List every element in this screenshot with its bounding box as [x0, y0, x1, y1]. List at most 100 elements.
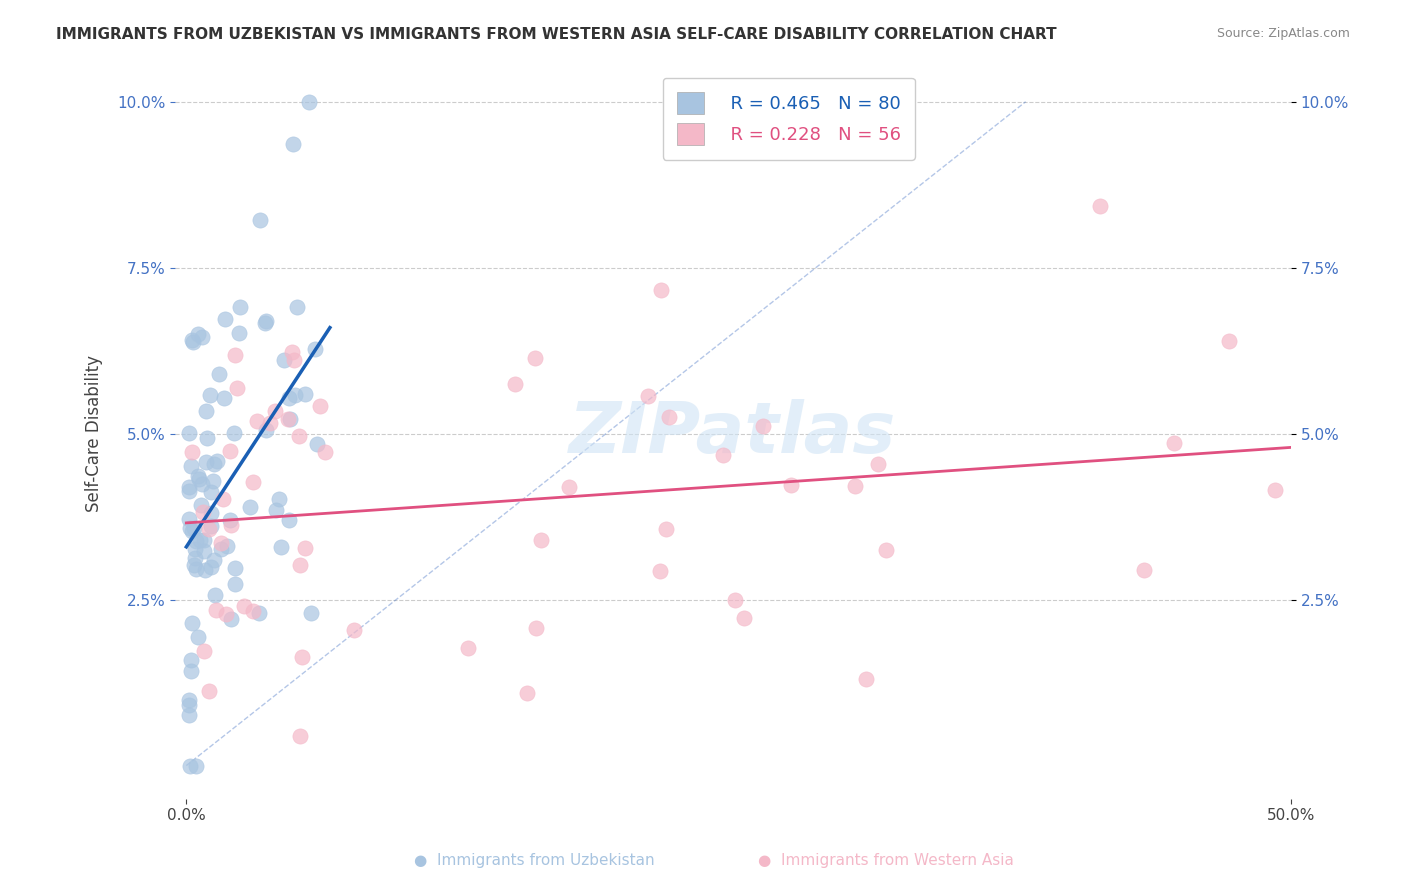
Point	[733, 611, 755, 625]
Point	[288, 558, 311, 572]
Point	[219, 513, 242, 527]
Point	[180, 445, 202, 459]
Point	[195, 404, 218, 418]
Point	[181, 334, 204, 349]
Point	[193, 544, 215, 558]
Point	[291, 649, 314, 664]
Point	[219, 518, 242, 533]
Point	[294, 387, 316, 401]
Text: ●  Immigrants from Uzbekistan: ● Immigrants from Uzbekistan	[413, 854, 655, 868]
Point	[209, 541, 232, 556]
Point	[309, 399, 332, 413]
Point	[204, 552, 226, 566]
Point	[287, 429, 309, 443]
Point	[191, 330, 214, 344]
Point	[343, 623, 366, 637]
Point	[658, 409, 681, 424]
Point	[650, 283, 672, 297]
Point	[1163, 436, 1185, 450]
Point	[264, 404, 287, 418]
Point	[298, 95, 321, 109]
Point	[239, 500, 262, 515]
Point	[256, 423, 278, 437]
Point	[650, 564, 672, 578]
Point	[214, 312, 236, 326]
Point	[181, 615, 204, 630]
Point	[224, 561, 246, 575]
Text: ●  Immigrants from Western Asia: ● Immigrants from Western Asia	[758, 854, 1014, 868]
Point	[516, 686, 538, 700]
Point	[278, 411, 301, 425]
Point	[179, 521, 201, 535]
Point	[198, 388, 221, 402]
Point	[246, 414, 269, 428]
Point	[530, 533, 553, 547]
Point	[183, 521, 205, 535]
Point	[314, 445, 336, 459]
Point	[190, 476, 212, 491]
Point	[195, 432, 218, 446]
Point	[208, 368, 231, 382]
Point	[524, 621, 547, 635]
Point	[177, 512, 200, 526]
Point	[205, 603, 228, 617]
Point	[193, 644, 215, 658]
Point	[200, 506, 222, 520]
Point	[177, 692, 200, 706]
Legend:   R = 0.465   N = 80,   R = 0.228   N = 56: R = 0.465 N = 80, R = 0.228 N = 56	[662, 78, 915, 160]
Point	[247, 607, 270, 621]
Point	[194, 455, 217, 469]
Point	[212, 492, 235, 507]
Point	[215, 607, 238, 621]
Point	[180, 458, 202, 473]
Point	[187, 472, 209, 486]
Point	[277, 412, 299, 426]
Point	[179, 708, 201, 723]
Point	[254, 314, 277, 328]
Y-axis label: Self-Care Disability: Self-Care Disability	[86, 355, 103, 512]
Point	[224, 348, 246, 362]
Point	[226, 381, 249, 395]
Point	[281, 136, 304, 151]
Point	[183, 558, 205, 572]
Point	[190, 498, 212, 512]
Point	[219, 612, 242, 626]
Point	[224, 576, 246, 591]
Point	[193, 533, 215, 547]
Point	[1264, 483, 1286, 497]
Point	[194, 563, 217, 577]
Point	[270, 540, 292, 554]
Point	[284, 388, 307, 402]
Point	[180, 333, 202, 347]
Point	[558, 480, 581, 494]
Point	[280, 344, 302, 359]
Point	[524, 351, 547, 366]
Point	[290, 729, 312, 743]
Point	[193, 505, 215, 519]
Point	[228, 301, 250, 315]
Point	[184, 758, 207, 772]
Point	[177, 426, 200, 441]
Point	[184, 561, 207, 575]
Point	[201, 474, 224, 488]
Point	[187, 630, 209, 644]
Point	[299, 607, 322, 621]
Point	[184, 541, 207, 556]
Point	[752, 419, 775, 434]
Point	[217, 539, 239, 553]
Point	[242, 475, 264, 489]
Point	[228, 326, 250, 341]
Point	[184, 551, 207, 566]
Point	[855, 673, 877, 687]
Point	[177, 480, 200, 494]
Point	[177, 698, 200, 712]
Point	[269, 492, 291, 507]
Point	[259, 417, 281, 431]
Text: IMMIGRANTS FROM UZBEKISTAN VS IMMIGRANTS FROM WESTERN ASIA SELF-CARE DISABILITY : IMMIGRANTS FROM UZBEKISTAN VS IMMIGRANTS…	[56, 27, 1057, 42]
Point	[187, 469, 209, 483]
Point	[307, 437, 329, 451]
Point	[457, 640, 479, 655]
Point	[1133, 563, 1156, 577]
Point	[505, 376, 527, 391]
Point	[278, 513, 301, 527]
